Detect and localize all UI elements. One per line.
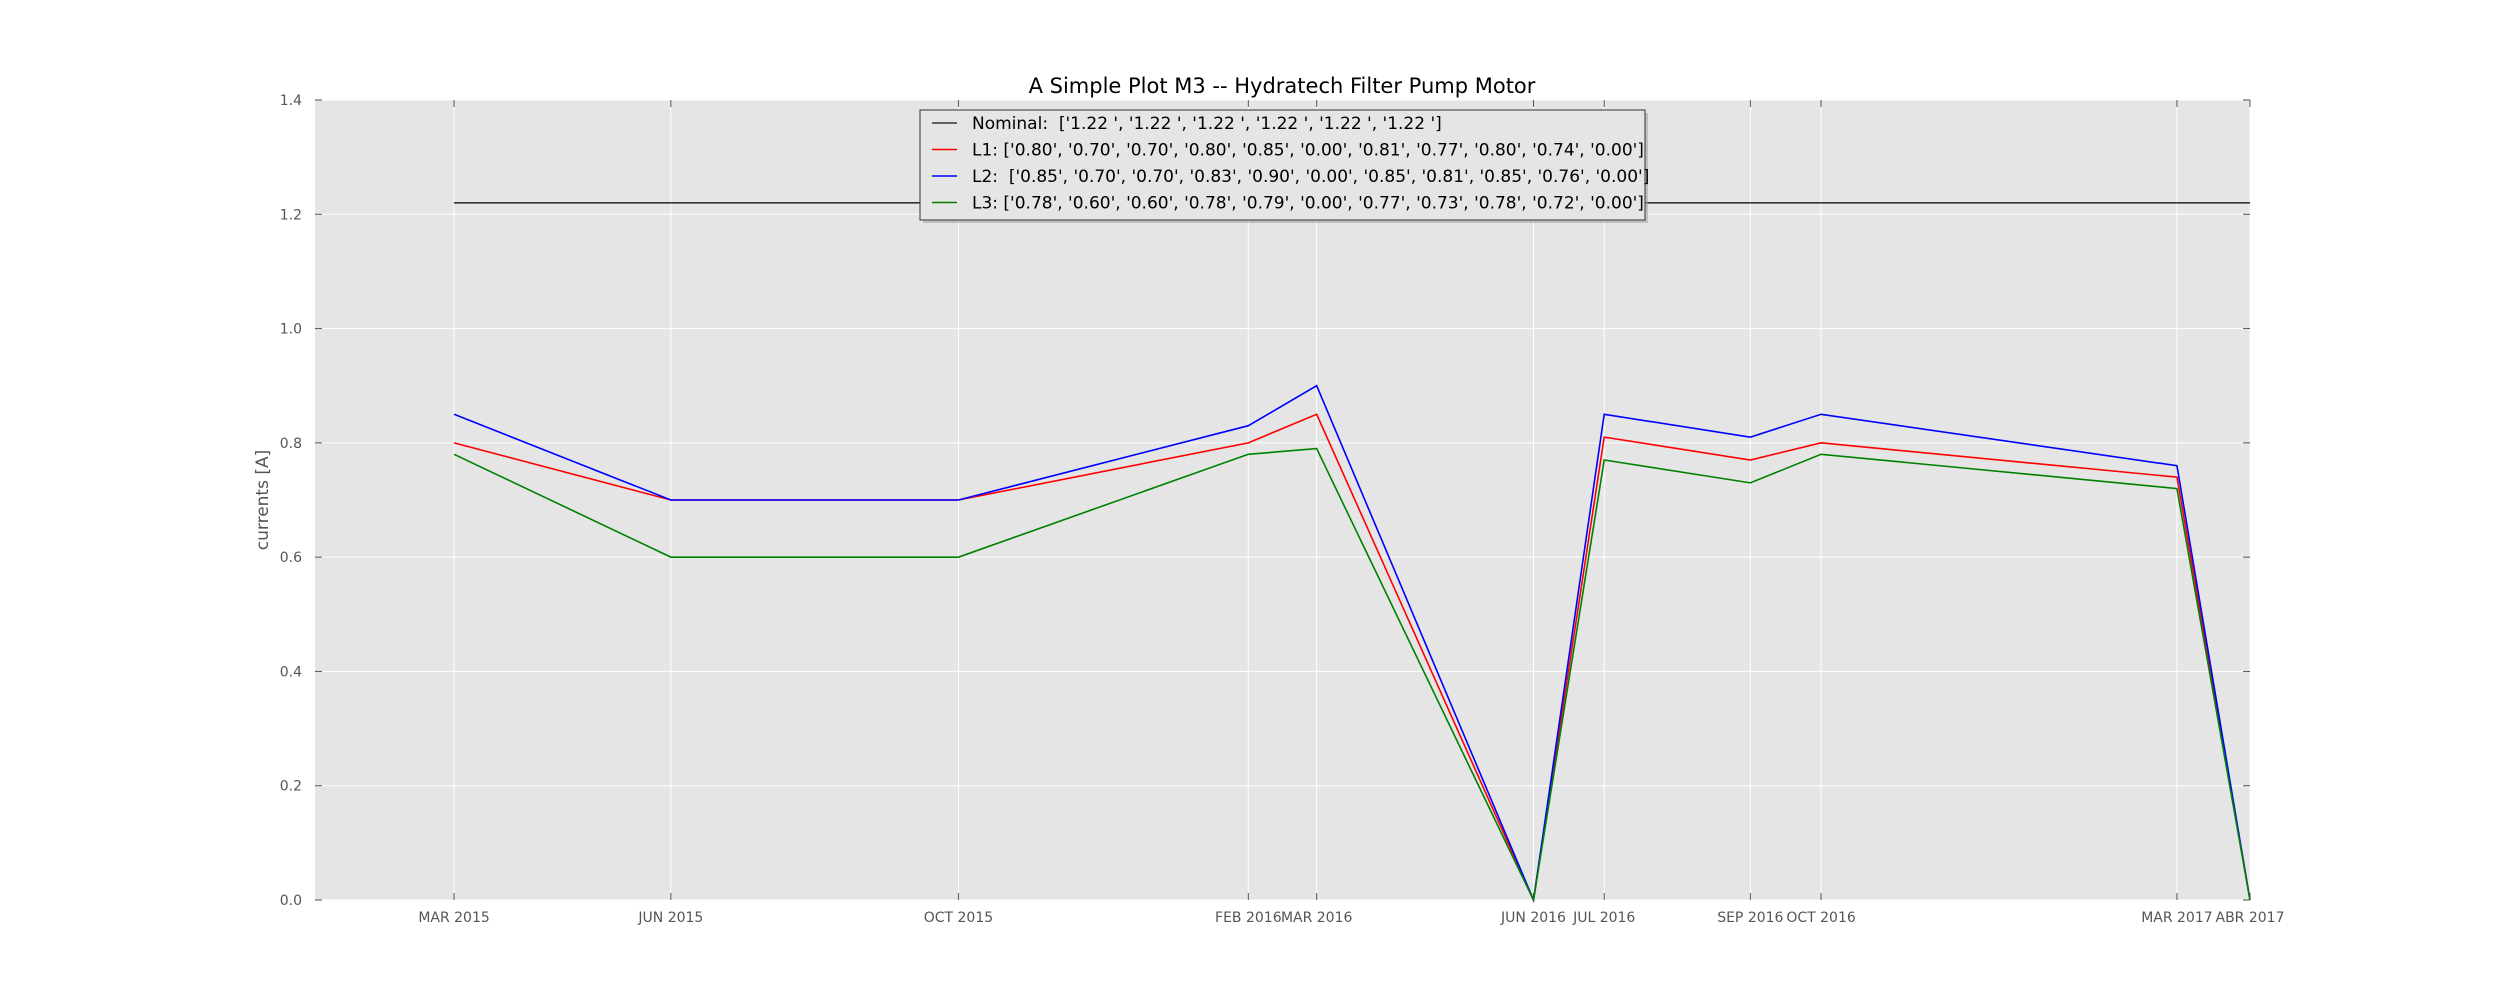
y-tick-label: 0.0	[280, 893, 302, 909]
legend-box	[919, 109, 1646, 221]
y-tick-label: 0.6	[280, 550, 302, 566]
y-tick-labels: 0.0 0.2 0.4 0.6 0.8 1.0 1.2 1.4	[280, 93, 302, 909]
y-tick-label: 0.4	[280, 664, 302, 680]
y-tick-label: 1.0	[280, 322, 302, 338]
legend-entry: L2: ['0.85', '0.70', '0.70', '0.83', '0.…	[972, 167, 1649, 187]
x-tick-label: MAR 2015	[418, 910, 489, 926]
plot-area	[315, 100, 2250, 900]
legend-entry: Nominal: ['1.22 ', '1.22 ', '1.22 ', '1.…	[972, 114, 1442, 134]
chart-title: A Simple Plot M3 -- Hydratech Filter Pum…	[1029, 74, 1536, 98]
x-tick-label: JUL 2016	[1572, 910, 1635, 926]
legend: Nominal: ['1.22 ', '1.22 ', '1.22 ', '1.…	[919, 109, 1649, 223]
x-tick-label: MAR 2017	[2141, 910, 2212, 926]
x-tick-label: FEB 2016	[1215, 910, 1282, 926]
x-tick-label: OCT 2015	[924, 910, 993, 926]
x-tick-label: JUN 2016	[1500, 910, 1566, 926]
legend-entry: L3: ['0.78', '0.60', '0.60', '0.78', '0.…	[972, 194, 1644, 214]
y-tick-label: 0.2	[280, 779, 302, 795]
series-line-3	[453, 447, 2251, 903]
y-axis-label: currents [A]	[253, 450, 273, 550]
x-tick-label: ABR 2017	[2216, 910, 2285, 926]
x-tick-label: MAR 2016	[1281, 910, 1353, 926]
y-tick-label: 0.8	[280, 436, 302, 452]
x-tick-label: OCT 2016	[1786, 910, 1856, 926]
legend-entry: L1: ['0.80', '0.70', '0.70', '0.80', '0.…	[972, 141, 1644, 161]
x-tick-labels: MAR 2015 JUN 2015 OCT 2015 FEB 2016 MAR 2016…	[418, 910, 2284, 926]
y-tick-label: 1.2	[280, 207, 302, 223]
y-tick-label: 1.4	[280, 93, 302, 109]
axis-ticks	[315, 99, 2251, 901]
x-tick-label: SEP 2016	[1717, 910, 1783, 926]
x-tick-label: JUN 2015	[637, 910, 703, 926]
